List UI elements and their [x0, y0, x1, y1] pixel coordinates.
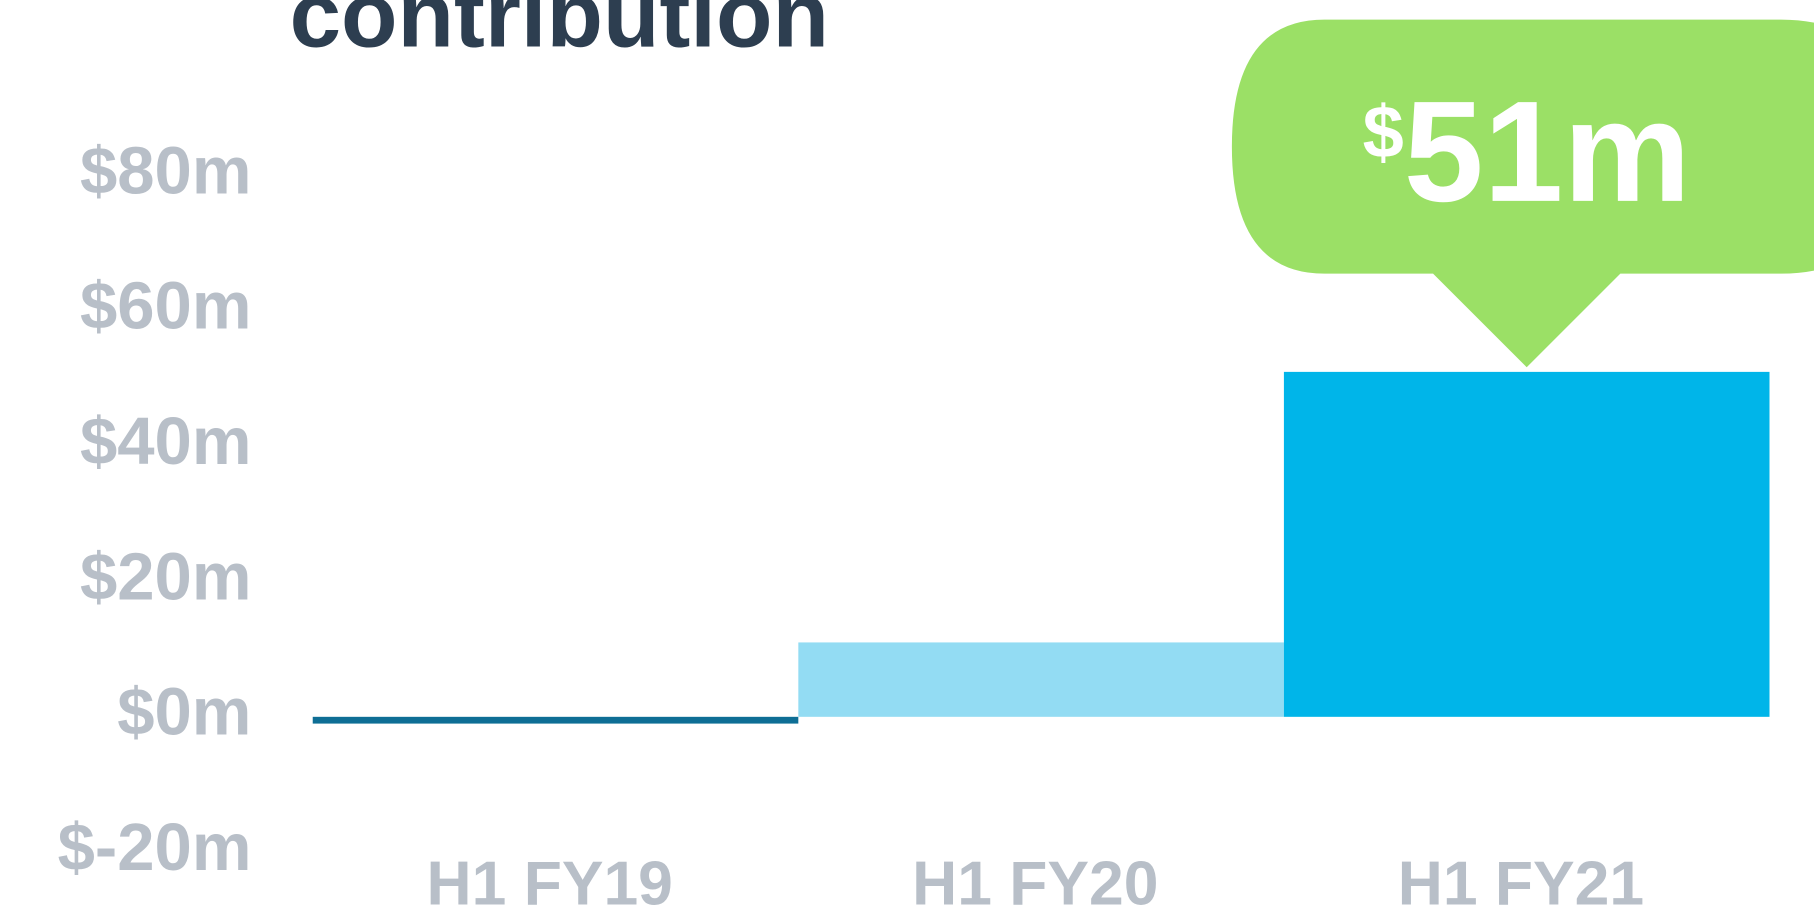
x-tick-label: H1 FY20: [912, 848, 1158, 918]
callout-bubble: [1231, 19, 1814, 368]
y-tick-label: $20m: [80, 539, 251, 614]
bar: [312, 716, 799, 724]
y-tick-label: $80m: [80, 133, 251, 208]
y-tick-label: $60m: [80, 269, 251, 344]
bar: [1283, 371, 1770, 717]
y-tick-label: $0m: [117, 675, 251, 750]
y-tick-label: $40m: [80, 404, 251, 479]
y-tick-label: $-20m: [58, 810, 252, 885]
value-label: $51m: [1363, 72, 1691, 232]
bar: [798, 642, 1284, 717]
x-tick-label: H1 FY21: [1398, 848, 1644, 918]
chart-title: contribution: [290, 0, 829, 66]
x-tick-label: H1 FY19: [427, 848, 673, 918]
